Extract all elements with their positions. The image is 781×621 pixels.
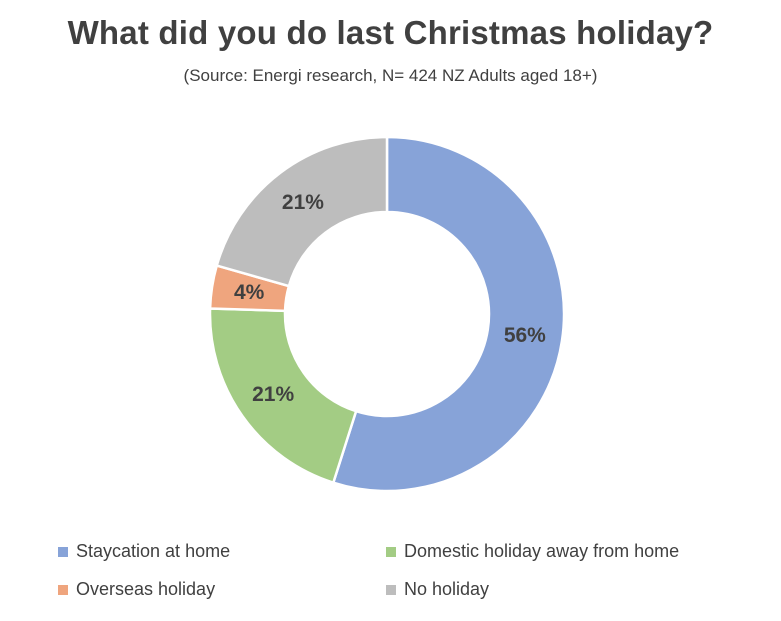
legend-label: Staycation at home (76, 541, 231, 561)
legend-item-no-holiday: No holiday (386, 579, 489, 600)
legend-swatch (58, 546, 68, 557)
data-label-overseas: 4% (234, 281, 265, 304)
data-label-domestic: 21% (252, 383, 294, 406)
legend-swatch (386, 584, 396, 595)
legend-label: No holiday (404, 579, 490, 599)
slice-no-holiday (215, 135, 389, 288)
legend-label: Overseas holiday (76, 579, 216, 599)
slice-domestic (208, 307, 358, 485)
legend-item-domestic: Domestic holiday away from home (386, 541, 679, 562)
data-label-staycation: 56% (504, 324, 546, 347)
chart-subtitle: (Source: Energi research, N= 424 NZ Adul… (183, 66, 598, 85)
legend-swatch (58, 584, 68, 595)
slice-staycation (331, 135, 566, 493)
chart-title: What did you do last Christmas holiday? (67, 14, 714, 51)
legend-label: Domestic holiday away from home (404, 541, 680, 561)
legend-item-staycation: Staycation at home (58, 541, 230, 562)
legend-item-overseas: Overseas holiday (58, 579, 215, 600)
data-label-no-holiday: 21% (282, 191, 324, 214)
legend-swatch (386, 546, 396, 557)
